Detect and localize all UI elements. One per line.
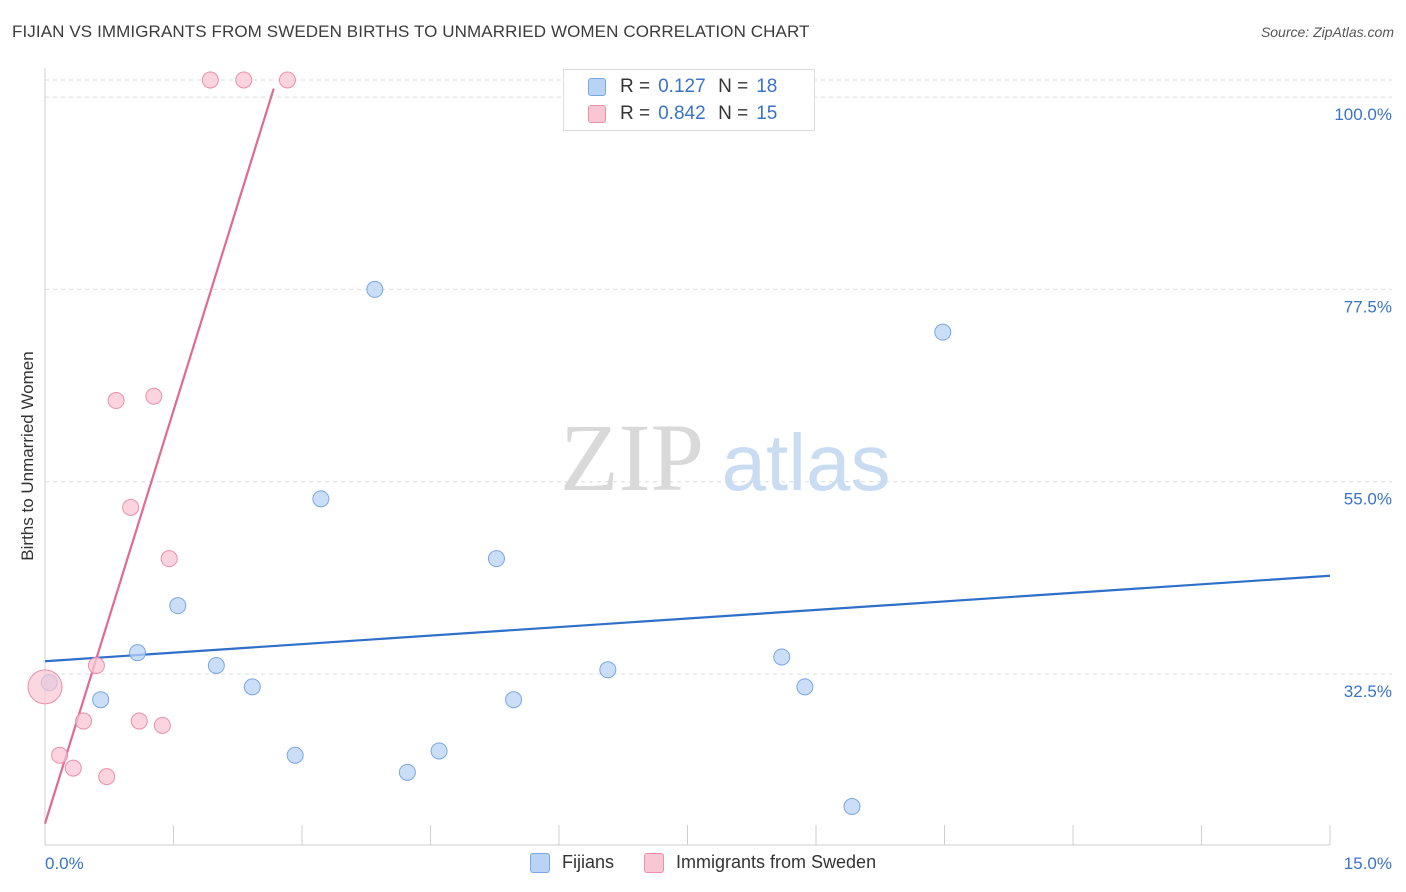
fijians-trend-line <box>44 574 1331 663</box>
trend-lines <box>43 88 1331 824</box>
legend-label-sweden: Immigrants from Sweden <box>676 852 877 872</box>
legend-row-sweden: R = 0.842 N = 15 <box>588 103 777 125</box>
sweden-point <box>278 71 296 89</box>
n-label: N = <box>718 76 749 97</box>
sweden-point <box>153 716 171 734</box>
fijians-swatch <box>588 78 606 96</box>
sweden-point <box>64 759 82 777</box>
legend-label-fijians: Fijians <box>562 852 615 872</box>
sweden-legend-swatch <box>644 852 665 873</box>
sweden-point <box>51 746 69 764</box>
sweden-point <box>87 657 105 675</box>
sweden-point <box>235 71 253 89</box>
fijians-point <box>599 661 617 679</box>
fijians-point <box>430 742 448 760</box>
sweden-point <box>160 550 178 568</box>
fijians-point <box>398 763 416 781</box>
r-label: R = <box>620 103 651 124</box>
fijians-point <box>207 657 225 675</box>
fijians-point <box>796 678 814 696</box>
watermark-atlas: atlas <box>722 418 891 507</box>
x-tick-label: 0.0% <box>45 854 84 873</box>
source-label: Source: ZipAtlas.com <box>1260 24 1394 40</box>
n-value: 18 <box>756 76 778 97</box>
legend-item-sweden: Immigrants from Sweden <box>644 852 876 873</box>
axes <box>44 68 1331 846</box>
fijians-point <box>92 691 110 709</box>
x-tick-label: 15.0% <box>1344 854 1392 873</box>
y-tick-label: 55.0% <box>1344 490 1392 509</box>
fijians-point <box>286 746 304 764</box>
correlation-legend: R = 0.127 N = 18 R = 0.842 N = 15 <box>563 69 815 131</box>
fijians-legend-swatch <box>530 852 550 873</box>
watermark-zip: ZIP <box>560 404 704 511</box>
sweden-point <box>75 712 93 730</box>
sweden-trend-line <box>43 88 275 824</box>
fijians-point <box>366 280 384 298</box>
fijians-point <box>487 550 505 568</box>
r-label: R = <box>620 76 651 97</box>
y-tick-label: 77.5% <box>1344 297 1392 316</box>
fijians-point <box>934 323 952 341</box>
watermark: ZIP atlas <box>560 404 890 511</box>
chart-title: FIJIAN VS IMMIGRANTS FROM SWEDEN BIRTHS … <box>12 22 810 41</box>
sweden-point <box>201 71 219 89</box>
sweden-point <box>27 669 63 705</box>
y-tick-label: 100.0% <box>1334 105 1392 124</box>
sweden-swatch <box>588 105 606 123</box>
series-legend: Fijians Immigrants from Sweden <box>530 852 906 873</box>
sweden-point <box>130 712 148 730</box>
fijians-point <box>243 678 261 696</box>
legend-item-fijians: Fijians <box>530 852 614 873</box>
data-points <box>27 71 952 816</box>
fijians-point <box>773 648 791 666</box>
sweden-point <box>122 498 140 516</box>
n-label: N = <box>718 103 749 124</box>
fijians-point <box>129 644 147 662</box>
r-value: 0.127 <box>658 76 706 97</box>
fijians-point <box>505 691 523 709</box>
sweden-point <box>107 392 125 410</box>
fijians-point <box>169 597 187 615</box>
fijians-point <box>312 490 330 508</box>
legend-row-fijians: R = 0.127 N = 18 <box>588 76 777 98</box>
tick-labels: 100.0% 77.5% 55.0% 32.5% 0.0% 15.0% <box>45 105 1392 873</box>
sweden-point <box>145 387 163 405</box>
n-value: 15 <box>756 103 778 124</box>
r-value: 0.842 <box>658 103 706 124</box>
fijians-point <box>843 798 861 816</box>
y-tick-label: 32.5% <box>1344 682 1392 701</box>
sweden-point <box>98 768 116 786</box>
